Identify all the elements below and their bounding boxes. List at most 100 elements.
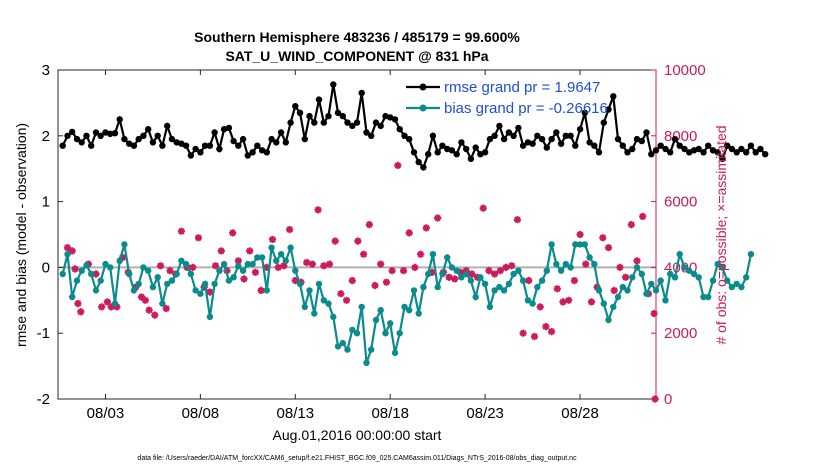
bias-point (624, 287, 631, 294)
bias-point (220, 260, 228, 268)
bias-point (491, 287, 498, 294)
rmse-point (59, 142, 66, 149)
rmse-point (643, 129, 650, 136)
bias-point (500, 287, 508, 294)
bias-point (643, 290, 650, 297)
bias-point (425, 270, 432, 278)
y-tick-label: -2 (37, 391, 50, 408)
bias-point (553, 260, 560, 268)
bias-point (311, 310, 318, 317)
bias-point (249, 260, 256, 268)
obs-point (286, 226, 294, 234)
rmse-point (458, 139, 465, 146)
bias-point (387, 320, 394, 327)
bias-point (296, 280, 304, 288)
y-right-tick-label: 10000 (664, 62, 706, 79)
obs-point (206, 288, 214, 296)
rmse-point (273, 139, 280, 146)
rmse-point (244, 152, 251, 159)
obs-point (234, 257, 242, 265)
obs-point (411, 263, 419, 271)
rmse-point (572, 142, 579, 149)
rmse-point (633, 135, 641, 143)
obs-point (508, 262, 516, 270)
rmse-point (614, 135, 622, 143)
x-tick-label: 08/08 (182, 405, 220, 422)
obs-point (303, 258, 311, 267)
rmse-point (406, 135, 413, 143)
rmse-point (363, 129, 370, 136)
obs-point (240, 275, 248, 283)
legend-entry: bias grand pr = -0.26616 (444, 100, 608, 117)
obs-point (468, 270, 476, 278)
rmse-point (111, 130, 119, 137)
rmse-point (401, 132, 408, 139)
bias-point (353, 330, 361, 337)
bias-point (638, 270, 645, 278)
rmse-point (724, 142, 731, 149)
bias-point (107, 264, 114, 271)
obs-point (382, 278, 390, 286)
rmse-point (500, 135, 508, 143)
bias-point (676, 251, 683, 258)
y-tick-label: 0 (42, 259, 50, 276)
obs-point (263, 263, 271, 271)
obs-point (525, 277, 533, 285)
obs-point (530, 332, 539, 341)
rmse-series (59, 81, 769, 171)
bias-point (206, 313, 214, 320)
rmse-point (463, 145, 470, 153)
rmse-point (292, 103, 299, 110)
rmse-point (358, 89, 365, 97)
rmse-point (747, 142, 755, 149)
rmse-point (92, 129, 100, 136)
bias-point (230, 274, 237, 281)
bias-point (320, 297, 327, 304)
obs-point (162, 304, 170, 313)
bias-point (258, 254, 266, 261)
rmse-point (325, 112, 332, 120)
rmse-point (182, 142, 190, 149)
obs-point (331, 237, 339, 245)
bias-point (358, 303, 365, 311)
bias-point (709, 277, 717, 284)
obs-point (548, 328, 556, 336)
obs-point (151, 311, 159, 319)
rmse-point (762, 151, 769, 158)
obs-point (542, 323, 550, 331)
rmse-point (206, 142, 214, 149)
bias-point (543, 267, 550, 274)
bias-point (78, 267, 85, 274)
rmse-point (557, 140, 565, 147)
bias-point (581, 241, 588, 248)
bias-point (496, 283, 503, 291)
obs-point (98, 303, 106, 311)
bias-point (410, 287, 418, 294)
rmse-point (83, 132, 90, 139)
rmse-point (467, 155, 475, 162)
bias-point (73, 277, 81, 284)
bias-point (154, 274, 161, 281)
bias-point (102, 260, 109, 268)
rmse-point (515, 124, 522, 132)
rmse-point (591, 142, 598, 149)
obs-point (257, 286, 265, 294)
bias-point (633, 264, 641, 271)
bias-point (330, 313, 337, 320)
bias-point (524, 297, 532, 304)
bias-point (197, 290, 204, 297)
bias-point (605, 316, 612, 324)
rmse-point (277, 129, 285, 136)
legend-marker (419, 83, 427, 91)
obs-point (485, 267, 493, 275)
rmse-point (282, 139, 289, 146)
obs-point (145, 306, 153, 314)
y-axis-right-label: # of obs: o=possible; ×=assimilated (713, 125, 729, 344)
bias-point (534, 283, 541, 291)
rmse-point (159, 142, 166, 149)
rmse-point (107, 130, 114, 137)
obs-point (491, 270, 499, 278)
x-tick-label: 08/13 (277, 405, 315, 422)
obs-point (137, 293, 146, 301)
